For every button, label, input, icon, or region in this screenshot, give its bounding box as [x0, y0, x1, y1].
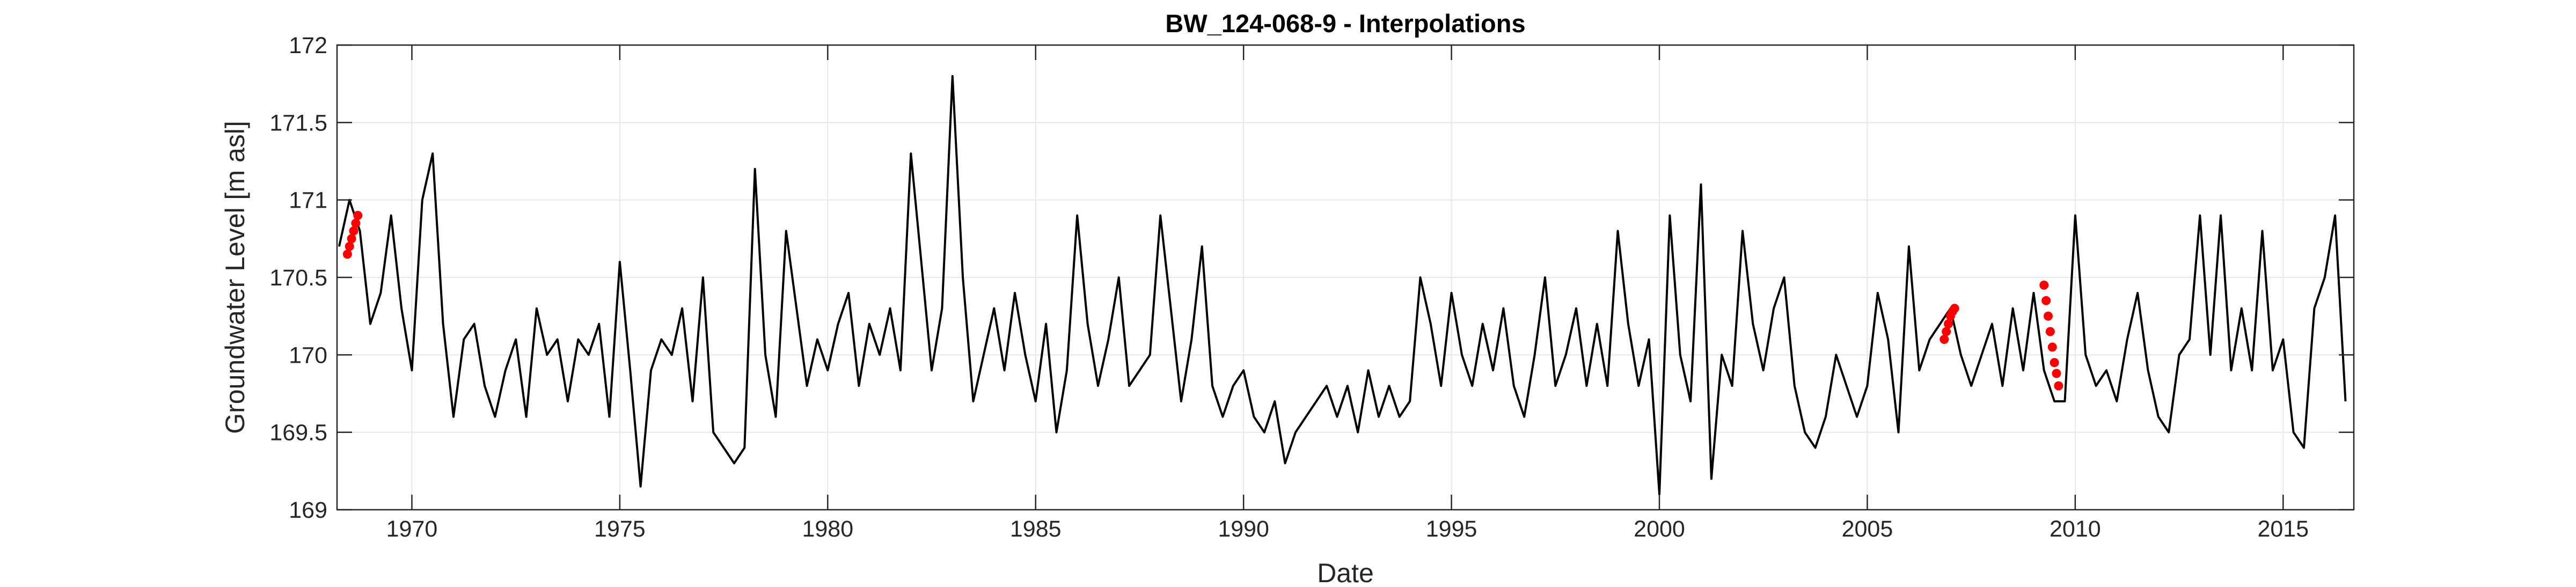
interpolated-point [351, 218, 361, 228]
x-tick-label: 1985 [1010, 516, 1062, 542]
y-tick-label: 170 [289, 342, 327, 368]
interpolated-point [1942, 327, 1951, 336]
interpolated-point [2047, 342, 2057, 352]
interpolated-point [2045, 327, 2055, 336]
y-tick-label: 171.5 [269, 110, 327, 136]
x-tick-label: 2000 [1634, 516, 1685, 542]
y-tick-label: 172 [289, 33, 327, 58]
y-tick-label: 169.5 [269, 420, 327, 446]
interpolated-point [1940, 334, 1949, 344]
interpolated-point [345, 241, 354, 251]
x-tick-label: 1990 [1218, 516, 1269, 542]
interpolated-point [2054, 381, 2063, 391]
x-tick-label: 2010 [2050, 516, 2101, 542]
series [338, 75, 2347, 496]
x-axis-label: Date [1317, 558, 1374, 587]
y-axis-label: Groundwater Level [m asl] [220, 121, 250, 434]
y-tick-label: 169 [289, 497, 327, 523]
x-tick-label: 1975 [594, 516, 646, 542]
interpolated-point [1944, 319, 1953, 329]
y-tick-label: 171 [289, 188, 327, 214]
interpolated-point [347, 234, 356, 244]
series-line [338, 75, 2347, 496]
ticks: 1970 1975 1980 1985 1990 1995 2000 2005 2010 2015… [269, 33, 2354, 542]
interpolated-point [349, 226, 358, 236]
interpolated-point [342, 250, 352, 259]
x-tick-label: 1970 [386, 516, 438, 542]
interpolated-point [2041, 296, 2051, 305]
interpolated-point [2043, 311, 2053, 321]
interpolated-point [2050, 358, 2059, 368]
interpolated-point [2039, 280, 2049, 290]
y-tick-label: 170.5 [269, 265, 327, 291]
chart-title: BW_124-068-9 - Interpolations [1165, 9, 1525, 38]
interpolated-point [1950, 304, 1959, 313]
interpolated-point [2052, 369, 2061, 378]
interpolated-point [353, 211, 363, 221]
x-tick-label: 1980 [802, 516, 853, 542]
x-tick-label: 2005 [1842, 516, 1893, 542]
x-tick-label: 1995 [1426, 516, 1477, 542]
x-tick-label: 2015 [2257, 516, 2309, 542]
